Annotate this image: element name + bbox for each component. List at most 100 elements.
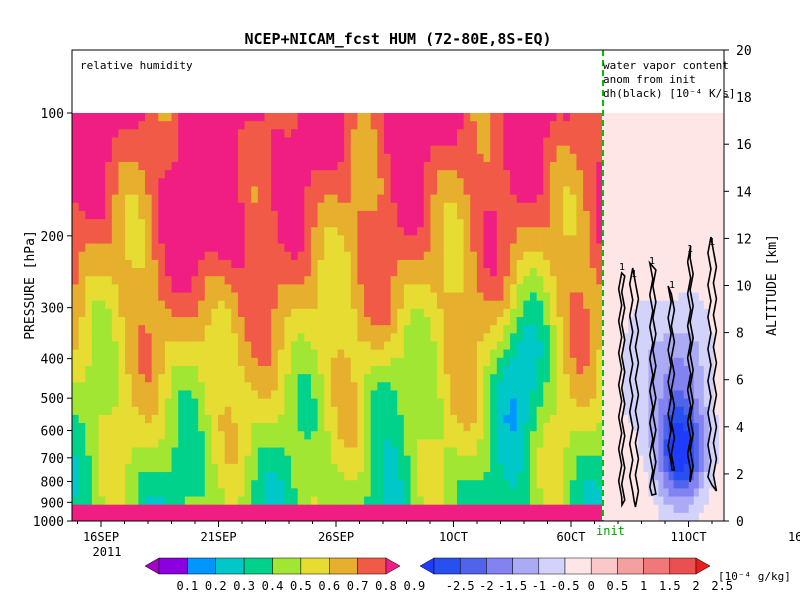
- rh-cell: [569, 439, 578, 449]
- rh-cell: [164, 235, 173, 245]
- rh-cell: [257, 194, 266, 204]
- rh-cell: [350, 202, 359, 212]
- rh-cell: [218, 202, 226, 212]
- rh-cell: [410, 406, 418, 416]
- rh-cell: [224, 186, 232, 196]
- rh-cell: [410, 414, 418, 424]
- rh-cell: [556, 153, 564, 163]
- rh-cell: [589, 488, 597, 498]
- rh-cell: [443, 357, 451, 367]
- rh-cell: [271, 268, 279, 277]
- anomaly-cell: [683, 472, 690, 481]
- rh-cell: [224, 276, 232, 285]
- rh-cell: [304, 186, 312, 196]
- anomaly-cell: [628, 357, 634, 367]
- rh-cell: [516, 194, 524, 204]
- rh-cell: [490, 439, 498, 449]
- rh-cell: [476, 235, 485, 245]
- rh-cell: [403, 398, 412, 408]
- rh-cell: [198, 292, 206, 302]
- rh-cell: [357, 512, 365, 521]
- rh-cell: [357, 308, 365, 318]
- rh-cell: [450, 333, 458, 343]
- anomaly-cell: [668, 129, 675, 139]
- rh-cell: [350, 186, 359, 196]
- rh-cell: [231, 227, 239, 236]
- rh-cell: [105, 439, 113, 449]
- rh-cell: [158, 390, 166, 400]
- rh-cell: [350, 259, 359, 269]
- rh-cell: [350, 308, 359, 318]
- rh-cell: [125, 341, 133, 351]
- rh-cell: [91, 145, 100, 155]
- rh-cell: [211, 414, 219, 424]
- anomaly-cell: [628, 390, 634, 400]
- anomaly-cell: [653, 480, 660, 489]
- rh-cell: [98, 325, 106, 334]
- rh-cell: [377, 121, 385, 130]
- rh-cell: [456, 268, 465, 277]
- rh-cell: [204, 325, 212, 334]
- rh-cell: [410, 365, 418, 375]
- rh-cell: [164, 251, 173, 261]
- rh-cell: [357, 210, 365, 220]
- rh-cell: [257, 423, 266, 432]
- rh-cell: [105, 219, 113, 228]
- rh-cell: [198, 284, 206, 294]
- rh-cell: [98, 178, 106, 188]
- rh-cell: [576, 284, 584, 294]
- rh-cell: [543, 365, 551, 375]
- rh-cell: [350, 121, 359, 130]
- rh-cell: [456, 398, 465, 408]
- anomaly-cell: [633, 137, 639, 147]
- rh-cell: [364, 447, 372, 457]
- rh-cell: [118, 423, 126, 432]
- rh-cell: [370, 284, 378, 294]
- anomaly-cell: [613, 137, 619, 147]
- rh-cell: [131, 259, 139, 269]
- rh-cell: [417, 276, 425, 285]
- rh-cell: [277, 341, 285, 351]
- rh-cell: [476, 219, 485, 228]
- anomaly-cell: [683, 121, 690, 130]
- rh-cell: [510, 439, 518, 449]
- rh-cell: [510, 496, 518, 506]
- rh-cell: [138, 504, 146, 514]
- anomaly-cell: [628, 496, 634, 506]
- rh-cell: [284, 406, 292, 416]
- rh-cell: [257, 284, 266, 294]
- rh-cell: [198, 455, 206, 465]
- rh-cell: [91, 390, 100, 400]
- rh-cell: [284, 145, 292, 155]
- rh-cell: [178, 496, 186, 506]
- rh-cell: [596, 463, 602, 473]
- anomaly-cell: [613, 276, 619, 285]
- anomaly-cell: [663, 178, 670, 188]
- rh-cell: [158, 113, 166, 122]
- rh-cell: [476, 325, 485, 334]
- rh-cell: [224, 333, 232, 343]
- rh-cell: [171, 480, 179, 489]
- rh-cell: [105, 276, 113, 285]
- rh-cell: [211, 480, 219, 489]
- anomaly-cell: [678, 194, 685, 204]
- rh-cell: [536, 259, 544, 269]
- rh-cell: [111, 170, 120, 179]
- anomaly-cell: [613, 153, 619, 163]
- rh-cell: [510, 170, 518, 179]
- anomaly-cell: [663, 308, 670, 318]
- rh-cell: [456, 472, 465, 481]
- rh-cell: [377, 145, 385, 155]
- rh-cell: [151, 349, 159, 359]
- rh-cell: [596, 153, 602, 163]
- anomaly-cell: [688, 227, 695, 236]
- rh-cell: [543, 113, 551, 122]
- rh-cell: [350, 455, 359, 465]
- rh-cell: [516, 472, 524, 481]
- rh-cell: [397, 488, 405, 498]
- rh-cell: [583, 300, 591, 310]
- rh-cell: [523, 161, 531, 171]
- rh-cell: [569, 382, 578, 392]
- rh-cell: [463, 357, 471, 367]
- rh-cell: [131, 292, 139, 302]
